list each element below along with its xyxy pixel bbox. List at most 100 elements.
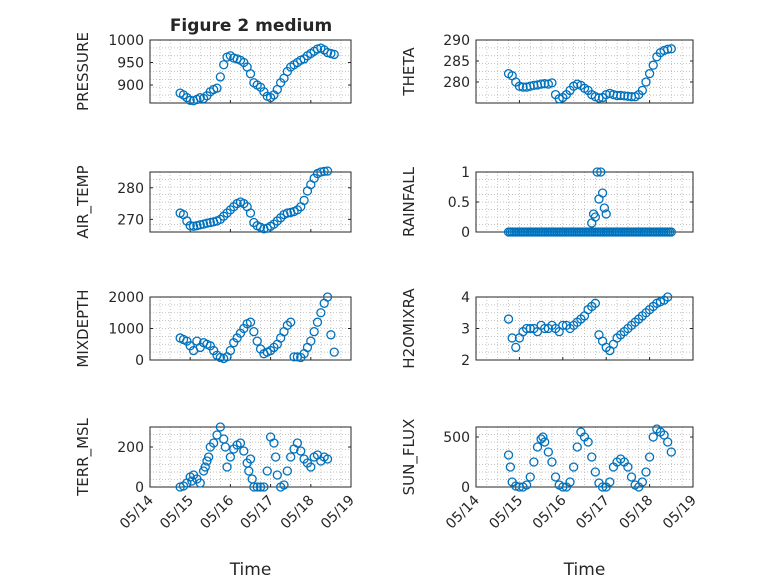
- data-point: [532, 442, 543, 452]
- data-point: [637, 85, 648, 96]
- data-point: [616, 90, 626, 101]
- data-point: [572, 442, 582, 452]
- y-tick-label: 2: [461, 353, 470, 369]
- data-point: [286, 452, 296, 462]
- data-point: [235, 438, 246, 448]
- data-point: [547, 457, 557, 467]
- data-point: [255, 482, 266, 492]
- data-point: [185, 221, 195, 231]
- data-point: [601, 209, 611, 219]
- data-point: [590, 298, 600, 308]
- subplot-terr-msl: 0 200 05/14 05/15 05/16 05/17 05/18 05/19 Time TE…: [74, 417, 358, 580]
- data-point: [644, 452, 655, 462]
- data-point: [547, 78, 557, 88]
- y-axis-label: MIXDEPTH: [74, 289, 92, 367]
- data-point: [312, 317, 323, 327]
- data-point: [529, 457, 539, 467]
- data-point: [511, 481, 521, 491]
- data-point: [626, 472, 637, 482]
- figure-title: Figure 2 medium: [170, 16, 332, 36]
- series-markers: [175, 166, 333, 234]
- data-point: [594, 93, 604, 103]
- data-point: [648, 60, 658, 70]
- data-point: [203, 452, 214, 462]
- data-point: [215, 422, 226, 432]
- data-point: [550, 472, 561, 482]
- data-point: [540, 79, 550, 89]
- data-point: [637, 477, 648, 487]
- x-axis-label: Time: [229, 560, 272, 580]
- y-axis-label: PRESSURE: [74, 32, 92, 111]
- data-point: [587, 452, 597, 462]
- y-tick-label: 280: [117, 181, 144, 197]
- data-point: [215, 72, 226, 82]
- data-point: [521, 323, 532, 334]
- data-point: [249, 326, 259, 337]
- x-tick-label: 05/16: [197, 492, 237, 532]
- data-point: [518, 82, 528, 92]
- data-point: [185, 95, 195, 105]
- data-point: [623, 91, 633, 101]
- data-point: [244, 466, 254, 476]
- data-point: [525, 472, 535, 482]
- data-point: [292, 438, 303, 448]
- y-tick-label: 1000: [108, 322, 144, 338]
- data-point: [326, 330, 336, 340]
- data-point: [641, 467, 651, 477]
- y-axis-label: TERR_MSL: [74, 417, 93, 496]
- data-point: [225, 452, 236, 462]
- data-point: [536, 79, 546, 89]
- y-tick-label: 4: [461, 290, 470, 306]
- data-point: [590, 467, 600, 477]
- y-tick-label: 0: [461, 480, 470, 496]
- series-markers: [175, 422, 333, 492]
- x-tick-label: 05/15: [486, 493, 526, 533]
- data-point: [188, 221, 199, 231]
- data-point: [195, 478, 205, 488]
- data-point: [612, 90, 622, 101]
- data-point: [306, 336, 316, 346]
- x-tick-label: 05/18: [617, 493, 657, 533]
- x-tick-label: 05/18: [278, 493, 318, 533]
- data-point: [663, 292, 673, 302]
- x-tick-label: 05/15: [157, 493, 197, 533]
- x-tick-label: 05/17: [573, 493, 613, 533]
- y-tick-label: 900: [117, 78, 144, 94]
- data-point: [569, 462, 579, 472]
- data-point: [663, 44, 673, 54]
- data-point: [596, 167, 606, 177]
- data-point: [659, 430, 669, 440]
- data-point: [245, 454, 256, 464]
- x-tick-label: 05/19: [660, 493, 700, 533]
- data-point: [666, 447, 676, 457]
- y-axis-label: AIR_TEMP: [74, 165, 93, 238]
- data-point: [306, 462, 316, 472]
- data-point: [599, 203, 610, 213]
- data-point: [597, 482, 608, 492]
- data-point: [608, 89, 619, 100]
- data-point: [282, 466, 293, 476]
- y-tick-label: 1: [461, 165, 470, 181]
- data-point: [299, 195, 309, 206]
- data-point: [245, 208, 256, 218]
- x-tick-label: 05/17: [238, 493, 278, 533]
- y-tick-label: 950: [117, 56, 144, 72]
- series-markers: [503, 292, 673, 356]
- y-axis-label: THETA: [400, 47, 418, 97]
- axes-frame: [475, 426, 694, 488]
- x-tick-label: 05/16: [530, 492, 570, 532]
- data-point: [538, 432, 548, 442]
- subplot-air-temp: 270 280 AIR_TEMP: [74, 165, 352, 239]
- data-point: [239, 446, 249, 456]
- grid-lines: [475, 171, 694, 233]
- data-point: [220, 442, 231, 452]
- data-point: [619, 91, 629, 101]
- subplot-sun-flux: 0 500 05/14 05/15 05/16 05/17 05/18 05/19 Time SU…: [400, 419, 700, 580]
- data-point: [212, 430, 222, 440]
- y-tick-label: 3: [461, 322, 470, 338]
- subplot-rainfall: 0 0.5 1 RAINFALL: [400, 165, 694, 241]
- series-markers: [175, 292, 339, 364]
- data-point: [245, 317, 256, 327]
- data-point: [322, 292, 333, 302]
